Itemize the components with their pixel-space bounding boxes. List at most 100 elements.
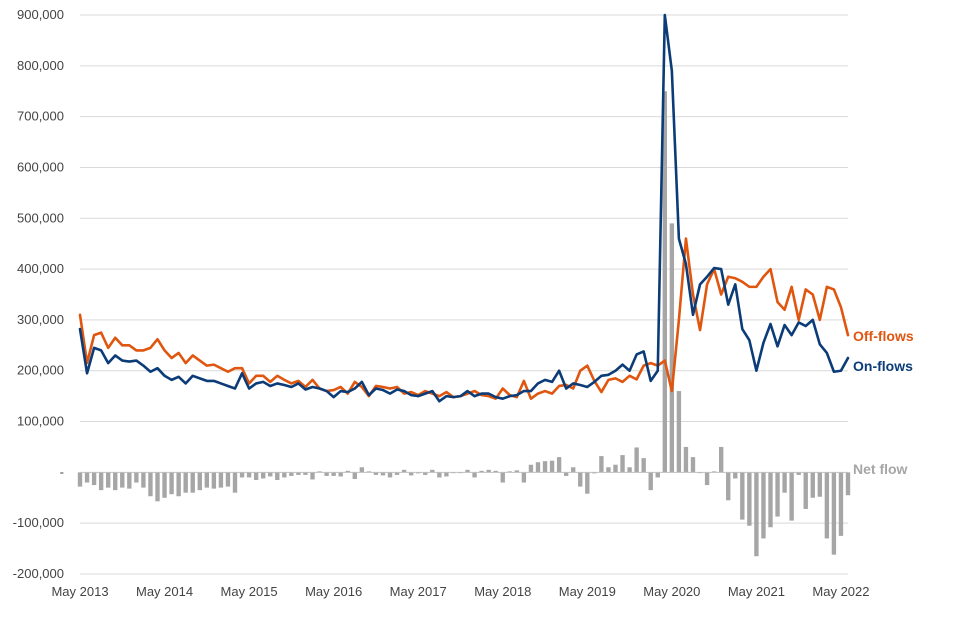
- net-flow-bar: [98, 472, 104, 491]
- net-flow-bar: [761, 472, 766, 539]
- y-tick-label: 900,000: [17, 7, 64, 22]
- net-flow-bar: [507, 471, 512, 473]
- net-flow-bar: [775, 472, 780, 517]
- net-flow-bar: [578, 472, 583, 487]
- net-flow-bar: [718, 446, 724, 473]
- net-flow-bar: [261, 472, 266, 479]
- net-flow-bar: [155, 472, 160, 502]
- net-flow-bar: [162, 472, 167, 498]
- net-flow-bar: [430, 469, 435, 473]
- off-flows-line: [78, 237, 850, 400]
- net-flow-bar: [141, 472, 146, 488]
- net-flow-bar: [324, 472, 329, 476]
- net-flow-bar: [711, 471, 717, 473]
- net-flow-bar: [556, 457, 562, 473]
- gridlines: [80, 14, 848, 575]
- net-flow-bar: [239, 472, 245, 478]
- net-flow-bar: [352, 472, 357, 479]
- net-flow-bar: [268, 472, 273, 477]
- net-flow-bar: [444, 472, 449, 477]
- net-flow-bar: [768, 472, 773, 528]
- net-flow-bar: [359, 467, 365, 473]
- y-tick-label: 400,000: [17, 261, 64, 276]
- net-flow-bar: [690, 457, 696, 473]
- net-flow-bar: [423, 472, 428, 475]
- net-flow-bar: [782, 472, 787, 493]
- net-flow-bar: [437, 472, 442, 478]
- net-flow-bar: [486, 469, 491, 473]
- y-tick-label: 800,000: [17, 58, 64, 73]
- net-flow-bar: [113, 472, 118, 491]
- net-flow-bar: [563, 472, 569, 476]
- net-flow-bar: [831, 472, 837, 555]
- x-tick-label: May 2017: [390, 584, 447, 599]
- net-flow-bar: [134, 472, 139, 483]
- net-flow-bar: [655, 472, 660, 478]
- x-tick-label: May 2019: [559, 584, 616, 599]
- y-tick-label: -200,000: [13, 566, 64, 581]
- y-tick-label: 300,000: [17, 312, 64, 327]
- net-flow-bar: [472, 472, 477, 478]
- net-flow-bar: [662, 91, 667, 473]
- net-flow-bar: [232, 472, 238, 493]
- net-flow-bar: [789, 472, 794, 521]
- net-flow-bar: [408, 472, 414, 476]
- net-flow-bar: [803, 472, 808, 509]
- net-flow-bar: [211, 472, 217, 489]
- net-flow-bar: [585, 472, 590, 494]
- net-flow-bar: [310, 472, 315, 480]
- x-tick-label: May 2016: [305, 584, 362, 599]
- y-tick-label: 500,000: [17, 210, 64, 225]
- x-tick-label: May 2021: [728, 584, 785, 599]
- net-flow-bar: [754, 472, 759, 557]
- net-flow-bar: [549, 460, 555, 473]
- x-axis-tick-labels: May 2013 May 2014 May 2015 May 2016 May 2017…: [51, 584, 869, 599]
- y-tick-label: 200,000: [17, 363, 64, 378]
- net-flow-bar: [641, 458, 646, 473]
- y-tick-label: 100,000: [17, 414, 64, 429]
- x-tick-label: May 2022: [812, 584, 869, 599]
- net-flow-bar: [394, 472, 400, 475]
- net-flow-bar: [338, 472, 343, 477]
- net-flow-bar: [740, 472, 745, 520]
- off-flows-label: Off-flows: [853, 328, 914, 344]
- x-tick-label: May 2018: [474, 584, 531, 599]
- net-flow-bar: [416, 472, 421, 474]
- net-flow-bar: [747, 472, 752, 526]
- net-flow-bars: [77, 91, 851, 557]
- net-flow-bar: [105, 472, 111, 488]
- net-flow-bar: [331, 472, 336, 476]
- net-flow-bar: [613, 464, 618, 473]
- net-flow-bar: [289, 472, 294, 476]
- net-flow-bar: [197, 472, 202, 491]
- net-flow-label: Net flow: [853, 461, 908, 477]
- net-flow-bar: [246, 472, 252, 478]
- net-flow-bar: [838, 472, 844, 536]
- x-tick-label: May 2020: [643, 584, 700, 599]
- net-flow-bar: [91, 472, 97, 486]
- net-flow-bar: [648, 472, 653, 491]
- net-flow-bar: [521, 472, 527, 483]
- net-flow-bar: [817, 472, 823, 497]
- net-flow-bar: [592, 472, 597, 474]
- series-lines: [78, 13, 850, 403]
- x-tick-label: May 2015: [221, 584, 278, 599]
- net-flow-bar: [479, 470, 484, 473]
- x-tick-label: May 2014: [136, 584, 193, 599]
- y-tick-label: 700,000: [17, 109, 64, 124]
- net-flow-bar: [634, 447, 639, 473]
- net-flow-bar: [204, 472, 210, 488]
- net-flow-bar: [275, 472, 280, 480]
- net-flow-bar: [465, 469, 470, 473]
- net-flow-bar: [120, 472, 125, 488]
- net-flow-bar: [148, 472, 153, 497]
- y-tick-label: -100,000: [13, 515, 64, 530]
- net-flow-bar: [317, 471, 322, 473]
- net-flow-bar: [542, 461, 548, 473]
- net-flow-bar: [796, 472, 801, 475]
- net-flow-bar: [380, 472, 386, 476]
- net-flow-bar: [303, 472, 308, 475]
- on-flows-label: On-flows: [853, 358, 913, 374]
- net-flow-bar: [366, 471, 372, 473]
